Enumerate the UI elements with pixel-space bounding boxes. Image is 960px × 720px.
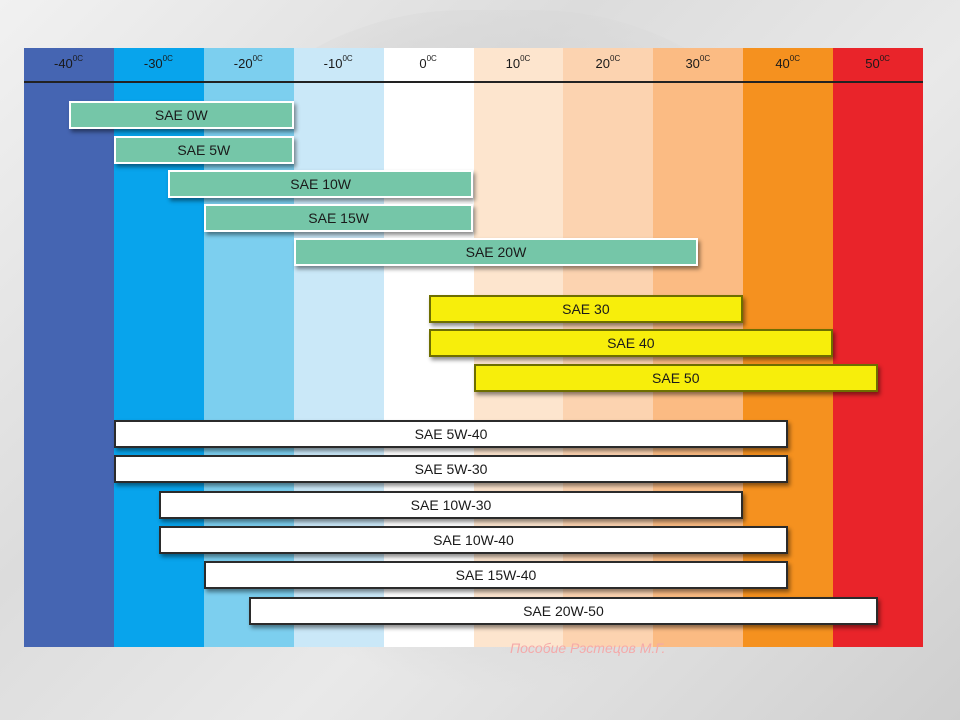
- tick-value: -40: [53, 56, 73, 71]
- tick-value: 30: [685, 56, 700, 71]
- tick-value: -10: [323, 56, 343, 71]
- tick-value: 0: [419, 56, 427, 71]
- viscosity-bar: SAE 15W: [203, 204, 474, 232]
- temperature-tick-label: 300C: [653, 54, 742, 76]
- viscosity-bar-label: SAE 5W-40: [414, 426, 488, 442]
- tick-unit: 0C: [789, 54, 801, 63]
- tick-unit: 0C: [610, 54, 621, 63]
- viscosity-bar-label: SAE 10W-30: [410, 497, 492, 513]
- tick-value: -30: [143, 56, 163, 71]
- tick-value: 50: [865, 56, 880, 71]
- tick-unit: 0C: [879, 54, 890, 63]
- viscosity-bar-label: SAE 5W-30: [414, 461, 488, 477]
- tick-unit: 0C: [252, 54, 263, 63]
- viscosity-bar: SAE 40: [428, 329, 834, 357]
- temperature-tick-label: 100C: [474, 54, 563, 76]
- temperature-tick-label: 400C: [743, 54, 832, 76]
- viscosity-bar: SAE 10W-40: [158, 526, 789, 554]
- temperature-tick-label: -300C: [114, 54, 203, 76]
- viscosity-bar-label: SAE 20W-50: [523, 603, 604, 619]
- viscosity-bar-label: SAE 15W: [308, 210, 369, 226]
- viscosity-bar: SAE 20W-50: [248, 597, 879, 625]
- viscosity-bar: SAE 5W-30: [113, 455, 789, 483]
- temperature-tick-label: -100C: [294, 54, 383, 76]
- tick-unit: 0C: [520, 54, 531, 63]
- tick-unit: 0C: [162, 54, 173, 63]
- viscosity-bar: SAE 0W: [68, 101, 294, 129]
- viscosity-bar-label: SAE 10W-40: [433, 532, 514, 548]
- viscosity-bar-label: SAE 0W: [154, 107, 208, 123]
- tick-unit: 0C: [72, 54, 84, 63]
- viscosity-bar: SAE 5W: [113, 136, 294, 164]
- header-divider: [24, 81, 923, 83]
- temperature-tick-label: -400C: [24, 54, 113, 76]
- viscosity-bar: SAE 20W: [293, 238, 699, 266]
- oil-viscosity-chart: -400C -300C -200C -100C 00C 100C 200C 300C 400C 5…: [24, 48, 923, 647]
- tick-unit: 0C: [342, 54, 353, 63]
- tick-unit: 0C: [426, 54, 437, 63]
- temperature-tick-label: 00C: [384, 54, 473, 76]
- viscosity-bar-label: SAE 30: [562, 301, 610, 317]
- viscosity-bar: SAE 15W-40: [203, 561, 789, 589]
- viscosity-bar-label: SAE 20W: [465, 244, 527, 260]
- viscosity-bar: SAE 30: [428, 295, 744, 323]
- tick-value: 10: [505, 56, 521, 71]
- viscosity-bar-label: SAE 5W: [177, 142, 231, 158]
- watermark-text: Пособие Рэстецов М.Г.: [510, 640, 666, 656]
- tick-value: 20: [595, 56, 610, 71]
- tick-value: 40: [775, 56, 790, 71]
- viscosity-bar: SAE 5W-40: [113, 420, 789, 448]
- viscosity-bar-label: SAE 10W: [290, 176, 351, 192]
- temperature-band: [833, 48, 923, 647]
- viscosity-bar: SAE 10W-30: [158, 491, 744, 519]
- tick-unit: 0C: [699, 54, 711, 63]
- temperature-tick-label: -200C: [204, 54, 293, 76]
- temperature-tick-label: 200C: [563, 54, 652, 76]
- viscosity-bar-label: SAE 40: [607, 335, 655, 351]
- temperature-band: [24, 48, 115, 647]
- viscosity-bar-label: SAE 50: [652, 370, 700, 386]
- temperature-band: [293, 48, 385, 647]
- viscosity-bar: SAE 50: [473, 364, 879, 392]
- temperature-tick-label: 500C: [833, 54, 922, 76]
- tick-value: -20: [233, 56, 253, 71]
- viscosity-bar: SAE 10W: [167, 170, 474, 198]
- viscosity-bar-label: SAE 15W-40: [455, 567, 537, 583]
